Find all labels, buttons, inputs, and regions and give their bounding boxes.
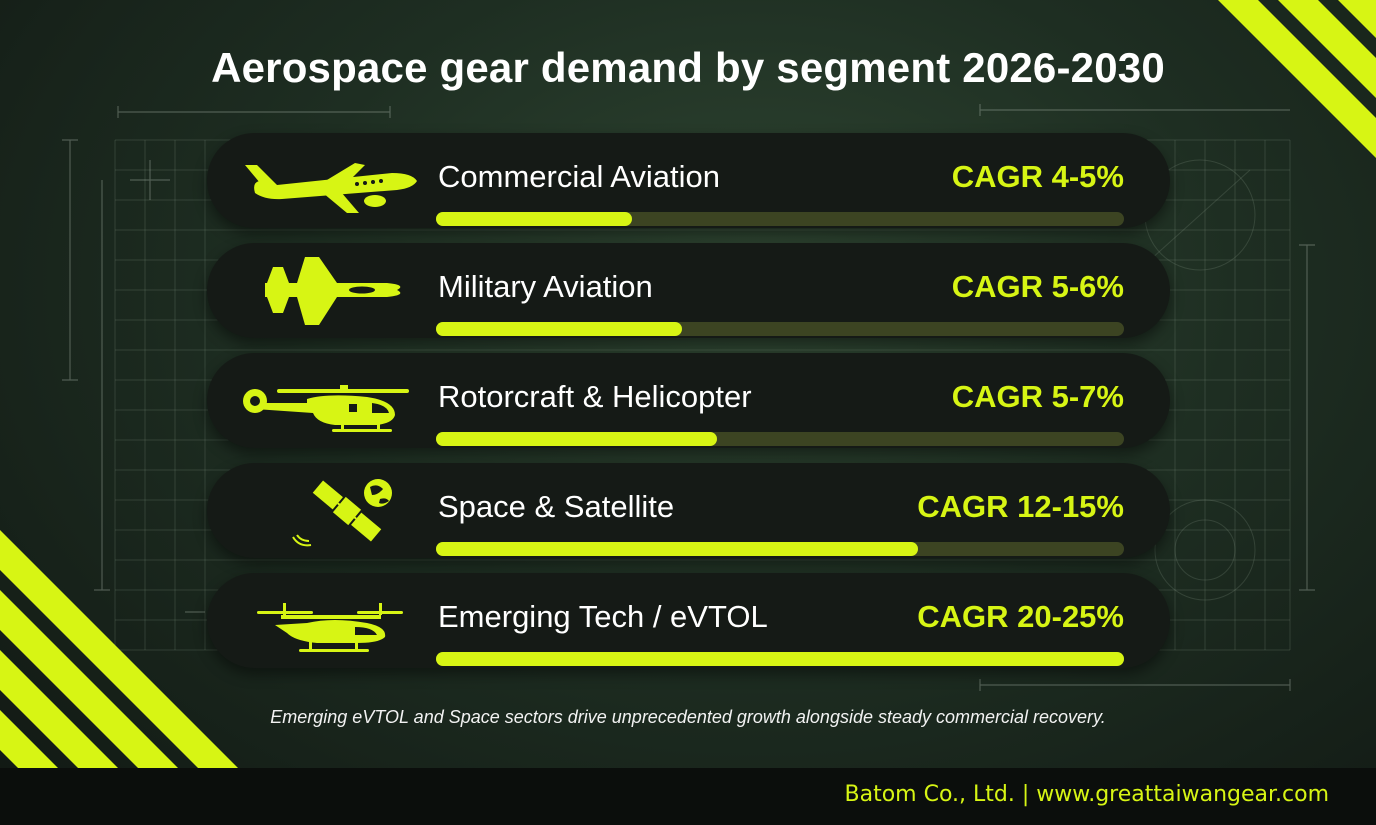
segment-card-military-aviation: Military Aviation CAGR 5-6% <box>207 243 1170 338</box>
chart-caption: Emerging eVTOL and Space sectors drive u… <box>270 707 1106 727</box>
growth-bar <box>436 212 633 226</box>
cagr-value: CAGR 5-7% <box>951 379 1124 414</box>
growth-bar-track <box>436 212 1124 226</box>
cagr-value: CAGR 4-5% <box>951 159 1124 194</box>
segment-card-emerging-tech-evtol: Emerging Tech / eVTOL CAGR 20-25% <box>207 573 1170 668</box>
cagr-value: CAGR 12-15% <box>917 489 1124 524</box>
segment-label: Space & Satellite <box>438 489 675 524</box>
segment-label: Military Aviation <box>438 269 653 304</box>
growth-bar <box>436 542 918 556</box>
fighter-jet-icon <box>265 257 401 325</box>
company-credit: Batom Co., Ltd. | www.greattaiwangear.co… <box>844 782 1329 807</box>
growth-bar-track <box>436 322 1124 336</box>
growth-bar-track <box>436 432 1124 446</box>
segment-label: Rotorcraft & Helicopter <box>438 379 752 414</box>
growth-bar-track <box>436 652 1124 666</box>
satellite-icon <box>292 479 392 547</box>
growth-bar-track <box>436 542 1124 556</box>
helicopter-icon <box>243 385 409 432</box>
segment-label: Emerging Tech / eVTOL <box>438 599 768 634</box>
growth-bar <box>436 432 717 446</box>
growth-bar <box>436 322 682 336</box>
airliner-icon <box>245 163 417 213</box>
segment-card-rotorcraft-helicopter: Rotorcraft & Helicopter CAGR 5-7% <box>207 353 1170 448</box>
cagr-value: CAGR 5-6% <box>951 269 1124 304</box>
evtol-icon <box>257 603 403 652</box>
footer-bar: Batom Co., Ltd. | www.greattaiwangear.co… <box>0 768 1376 825</box>
segment-label: Commercial Aviation <box>438 159 720 194</box>
segment-card-commercial-aviation: Commercial Aviation CAGR 4-5% <box>207 133 1170 228</box>
segment-card-space-satellite: Space & Satellite CAGR 12-15% <box>207 463 1170 558</box>
cagr-value: CAGR 20-25% <box>917 599 1124 634</box>
chart-title: Aerospace gear demand by segment 2026-20… <box>211 44 1165 91</box>
growth-bar <box>436 652 1124 666</box>
